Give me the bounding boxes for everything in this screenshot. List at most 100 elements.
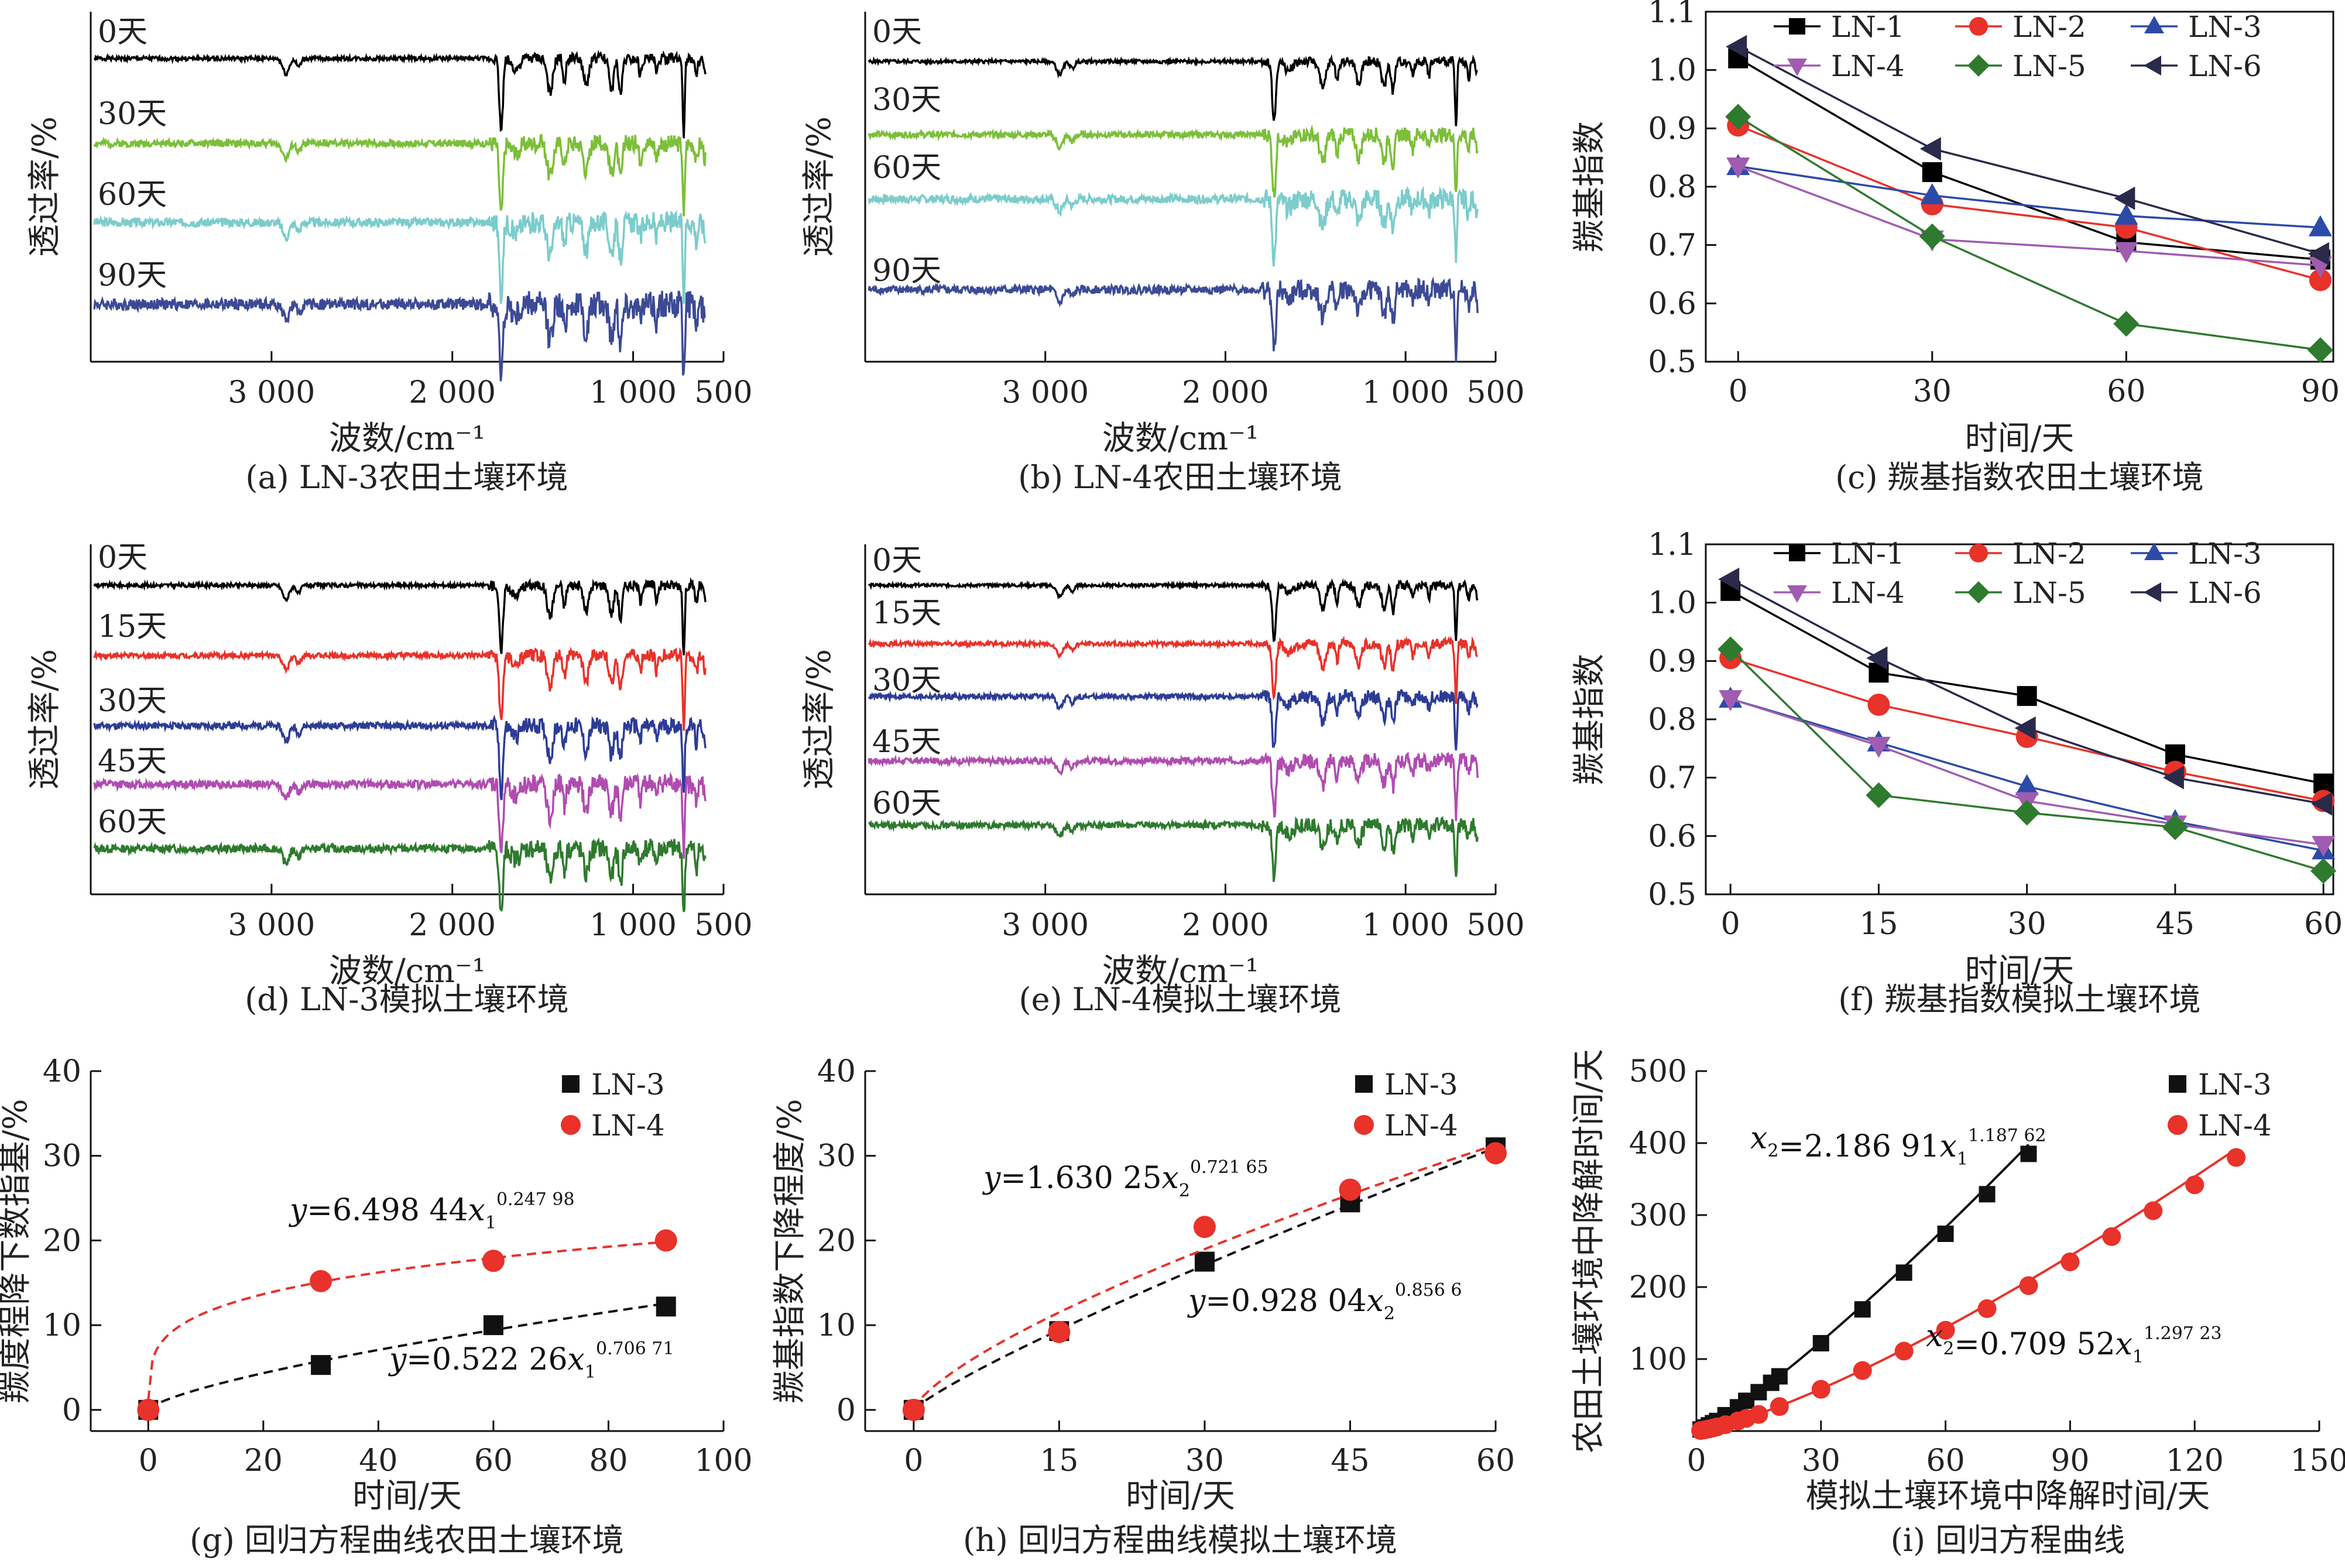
equation-LN-4-part: y — [289, 1193, 307, 1228]
data-point-LN-3 — [1771, 1368, 1788, 1385]
x-tick-label: 3 000 — [228, 375, 315, 410]
series-label-90天: 90天 — [98, 258, 167, 293]
series-label-30天: 30天 — [98, 684, 167, 719]
legend-marker-LN-3 — [1355, 1075, 1373, 1093]
data-point-LN-5 — [1866, 782, 1892, 808]
series-label-60天: 60天 — [872, 786, 941, 821]
x-axis-label: 波数/cm⁻¹ — [329, 952, 485, 990]
x-tick-label: 2 000 — [409, 908, 496, 943]
x-tick-label: 2 000 — [409, 375, 496, 410]
data-point-LN-5 — [2310, 858, 2337, 884]
y-tick-label: 0.6 — [1648, 819, 1696, 854]
panel-caption: (b) LN-4农田土壤环境 — [1018, 459, 1342, 496]
data-point-LN-5 — [2307, 337, 2333, 363]
legend-label-LN-3: LN-3 — [2188, 10, 2262, 44]
y-tick-label: 1.1 — [1648, 527, 1696, 562]
equation-LN-3-part: x — [1367, 1284, 1384, 1319]
data-point-LN-3 — [2308, 215, 2332, 236]
legend-marker-LN-4 — [1354, 1115, 1374, 1135]
panel-caption: (i) 回归方程曲线 — [1891, 1522, 2125, 1559]
y-tick-label: 10 — [817, 1308, 856, 1343]
x-axis-label: 波数/cm⁻¹ — [1102, 952, 1259, 990]
x-tick-label: 500 — [1466, 375, 1524, 410]
data-point-LN-4 — [2312, 836, 2336, 857]
y-tick-label: 10 — [43, 1308, 81, 1343]
y-tick-label: 400 — [1629, 1126, 1687, 1161]
data-point-LN-3 — [2015, 774, 2039, 795]
x-tick-label: 120 — [2166, 1443, 2224, 1478]
data-point-LN-4 — [1048, 1320, 1071, 1343]
x-tick-label: 45 — [1331, 1443, 1369, 1478]
spectrum-line-60天 — [93, 837, 707, 912]
y-tick-label: 30 — [43, 1139, 81, 1174]
spectrum-line-15天 — [93, 646, 707, 731]
equation-LN-4: y=1.630 25x20.721 65 — [982, 1157, 1269, 1201]
x-tick-label: 150 — [2290, 1443, 2345, 1478]
series-label-30天: 30天 — [872, 83, 941, 118]
equation-LN-4-part: 1 — [485, 1213, 496, 1233]
legend-label-LN-2: LN-2 — [2013, 10, 2086, 44]
y-tick-label: 30 — [817, 1139, 856, 1174]
legend-label-LN-6: LN-6 — [2188, 576, 2262, 610]
data-point-LN-4 — [1749, 1405, 1768, 1424]
series-label-45天: 45天 — [98, 744, 167, 779]
series-line-LN-6 — [1737, 46, 2321, 255]
equation-LN-3: y=0.928 04x20.856 6 — [1187, 1280, 1462, 1324]
equation-LN-4-part: x — [1162, 1161, 1179, 1196]
equation-LN-3-coef: =0.928 04 — [1205, 1284, 1366, 1319]
equation-LN-4-part: 2 — [1943, 1339, 1954, 1359]
series-line-LN-5 — [1729, 649, 2324, 872]
equation-LN-4-coef: =6.498 44 — [307, 1193, 468, 1228]
legend-label-LN-4: LN-4 — [2198, 1109, 2272, 1142]
x-tick-label: 60 — [1926, 1443, 1965, 1478]
data-point-LN-4 — [310, 1270, 332, 1292]
x-tick-label: 0 — [904, 1443, 923, 1478]
y-tick-label: 40 — [43, 1054, 81, 1089]
y-tick-label: 0.6 — [1648, 286, 1696, 321]
y-axis-label: 羰基指数下降程度/% — [771, 1099, 809, 1403]
data-point-LN-3 — [2114, 203, 2138, 225]
legend-marker-LN-5 — [1967, 54, 1990, 77]
y-axis-label: 透过率/% — [800, 649, 838, 790]
y-tick-label: 0.8 — [1648, 702, 1696, 737]
data-point-LN-3 — [1895, 1264, 1912, 1281]
equation-LN-4-part: 2 — [1179, 1181, 1190, 1201]
x-tick-label: 0 — [139, 1443, 158, 1478]
panel-f: 0 15 30 45 60 0.5 0.6 0.7 0.8 0.9 1.0 1.1 LN-1 LN-2 LN… — [1571, 527, 2343, 1018]
panel-caption: (h) 回归方程曲线模拟土壤环境 — [963, 1522, 1397, 1559]
data-point-LN-6 — [2308, 242, 2329, 266]
x-tick-label: 500 — [1466, 908, 1524, 943]
data-point-LN-4 — [2114, 242, 2138, 263]
equation-LN-3-part: y — [388, 1342, 407, 1377]
legend-label-LN-4: LN-4 — [1831, 49, 1905, 83]
equation-LN-4-part: y — [982, 1161, 1001, 1196]
series-label-15天: 15天 — [98, 609, 167, 644]
data-point-LN-3 — [1920, 183, 1944, 204]
data-point-LN-6 — [2311, 792, 2333, 816]
fit-curve-LN-3 — [1696, 1143, 2029, 1432]
legend-marker-LN-4 — [2168, 1115, 2188, 1135]
data-point-LN-5 — [2113, 311, 2140, 337]
series-line-LN-4 — [1737, 165, 2321, 267]
x-axis-label: 模拟土壤环境中降解时间/天 — [1806, 1477, 2210, 1515]
data-point-LN-3 — [1194, 1251, 1215, 1272]
data-point-LN-1 — [1922, 162, 1942, 183]
legend-marker-LN-3 — [2144, 16, 2164, 33]
y-tick-label: 0.7 — [1648, 228, 1696, 263]
equation-LN-3-part: x — [1940, 1129, 1957, 1164]
x-tick-label: 1 000 — [1362, 908, 1449, 943]
equation-LN-4-part: x — [468, 1193, 485, 1228]
data-point-LN-4 — [1485, 1142, 1507, 1165]
legend-marker-LN-4 — [1787, 59, 1807, 76]
data-point-LN-3 — [311, 1355, 331, 1375]
y-axis-label: 羰基指数 — [1571, 654, 1609, 785]
x-tick-label: 80 — [589, 1443, 628, 1478]
panel-c: 0 30 60 90 0.5 0.6 0.7 0.8 0.9 1.0 1.1 LN-1 LN-2 LN-3… — [1571, 0, 2340, 496]
data-point-LN-5 — [2162, 814, 2188, 840]
data-point-LN-2 — [2309, 269, 2332, 291]
series-label-30天: 30天 — [98, 97, 167, 132]
legend-label-LN-4: LN-4 — [591, 1109, 665, 1142]
